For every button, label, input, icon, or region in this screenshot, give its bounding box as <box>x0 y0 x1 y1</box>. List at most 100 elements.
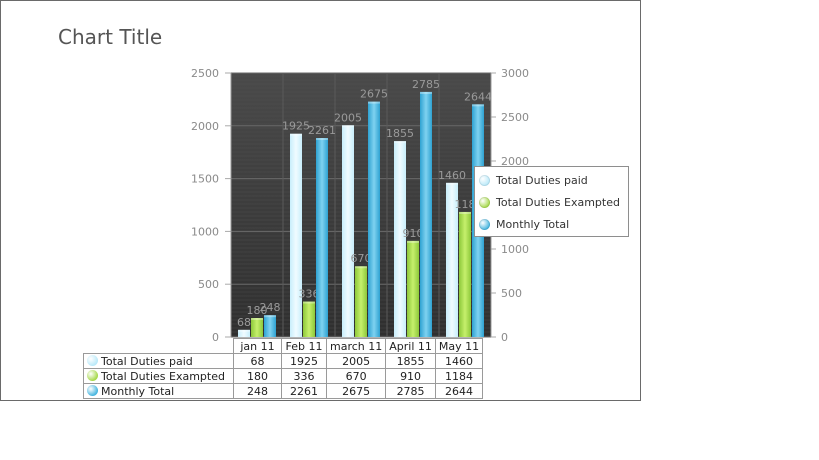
y-left-tick-label: 1000 <box>191 225 219 238</box>
table-cell: 2261 <box>281 383 327 399</box>
table-cell: 2675 <box>325 383 387 399</box>
data-label: 68 <box>237 316 251 329</box>
bar-top-highlight <box>446 182 458 185</box>
x-tick-label: Feb 11 <box>281 338 327 354</box>
table-cell: 1184 <box>434 368 484 384</box>
bar <box>303 301 315 337</box>
bar-top-highlight <box>368 101 380 104</box>
bar <box>238 329 250 337</box>
data-label: 1855 <box>386 127 414 140</box>
y-left-tick-label: 2500 <box>191 67 219 80</box>
bar-top-highlight <box>407 240 419 243</box>
legend-item: Total Duties paid <box>479 171 588 189</box>
x-tick-label: May 11 <box>434 338 484 354</box>
bar-top-highlight <box>290 133 302 136</box>
y-left-tick-label: 2000 <box>191 120 219 133</box>
bar-top-highlight <box>459 211 471 214</box>
bar <box>446 182 458 337</box>
data-label: 910 <box>403 227 424 240</box>
data-label: 1460 <box>438 169 466 182</box>
table-cell: 2644 <box>434 383 484 399</box>
data-label: 2644 <box>464 90 492 103</box>
table-cell: 336 <box>281 368 327 384</box>
bar <box>394 141 406 337</box>
bar <box>251 317 263 337</box>
bar <box>342 125 354 337</box>
x-tick-label: April 11 <box>385 338 436 354</box>
x-tick-label: march 11 <box>325 338 387 354</box>
table-cell: 248 <box>233 383 282 399</box>
bar-top-highlight <box>303 301 315 304</box>
bar-top-highlight <box>420 91 432 94</box>
legend-label: Total Duties paid <box>496 173 588 187</box>
data-label: 336 <box>299 288 320 301</box>
data-table: jan 11 Feb 11 march 11 April 11 May 11 Total … <box>83 338 484 399</box>
bar-top-highlight <box>316 138 328 141</box>
y-right-tick-label: 2500 <box>501 111 529 124</box>
table-cell: 1855 <box>385 353 436 369</box>
y-right-tick-label: 500 <box>501 287 522 300</box>
bar <box>355 266 367 337</box>
bar-top-highlight <box>394 141 406 144</box>
bar-top-highlight <box>238 329 250 332</box>
data-label: 180 <box>247 304 268 317</box>
bar-top-highlight <box>472 104 484 107</box>
bar <box>420 91 432 337</box>
y-right-tick-label: 3000 <box>501 67 529 80</box>
table-row-header: Total Duties Exampted <box>83 368 234 384</box>
bar <box>368 101 380 337</box>
table-header-row: jan 11 Feb 11 march 11 April 11 May 11 <box>84 338 484 354</box>
bar <box>316 138 328 337</box>
x-tick-label: jan 11 <box>233 338 282 354</box>
table-row: Total Duties paid 68 1925 2005 1855 1460 <box>83 353 484 369</box>
y-left-tick-label: 500 <box>198 278 219 291</box>
bar-top-highlight <box>264 315 276 318</box>
bar <box>290 133 302 337</box>
table-row: Total Duties Exampted 180 336 670 910 1184 <box>83 368 484 384</box>
data-label: 2005 <box>334 111 362 124</box>
data-label: 670 <box>351 252 372 265</box>
y-right-tick-label: 0 <box>501 331 508 344</box>
table-series-marker <box>87 370 98 381</box>
data-label: 2675 <box>360 88 388 101</box>
table-cell: 180 <box>233 368 282 384</box>
table-row-header: Monthly Total <box>83 383 234 399</box>
data-label: 248 <box>260 301 281 314</box>
table-series-marker <box>87 385 98 396</box>
legend-marker <box>479 218 490 230</box>
table-cell: 1460 <box>434 353 484 369</box>
bar <box>407 240 419 337</box>
data-label: 2261 <box>308 124 336 137</box>
legend-label: Total Duties Exampted <box>496 195 620 209</box>
table-cell: 2005 <box>325 353 387 369</box>
table-row-header: Total Duties paid <box>83 353 234 369</box>
y-right-tick-label: 1000 <box>501 243 529 256</box>
table-series-label: Total Duties Exampted <box>101 369 225 383</box>
table-cell: 670 <box>325 368 387 384</box>
y-left-tick-label: 1500 <box>191 173 219 186</box>
y-right-tick-label: 2000 <box>501 155 529 168</box>
table-cell: 1925 <box>281 353 327 369</box>
chart-title: Chart Title <box>58 25 163 49</box>
legend: Total Duties paid Total Duties Exampted Mo… <box>474 166 629 237</box>
legend-marker <box>479 174 490 186</box>
bar-top-highlight <box>355 266 367 269</box>
bar <box>459 211 471 337</box>
table-cell: 910 <box>385 368 436 384</box>
table-cell: 68 <box>233 353 282 369</box>
bar-top-highlight <box>251 317 263 320</box>
table-row: Monthly Total 248 2261 2675 2785 2644 <box>83 383 484 399</box>
bar <box>264 315 276 337</box>
data-label: 118 <box>455 198 476 211</box>
table-cell: 2785 <box>385 383 436 399</box>
y-left-tick-label: 0 <box>212 331 219 344</box>
bar-top-highlight <box>342 125 354 128</box>
table-series-marker <box>87 355 98 366</box>
legend-item: Total Duties Exampted <box>479 193 620 211</box>
data-label: 2785 <box>412 78 440 91</box>
legend-marker <box>479 196 490 208</box>
data-label: 1925 <box>282 120 310 133</box>
table-series-label: Total Duties paid <box>101 354 193 368</box>
legend-label: Monthly Total <box>496 217 570 231</box>
